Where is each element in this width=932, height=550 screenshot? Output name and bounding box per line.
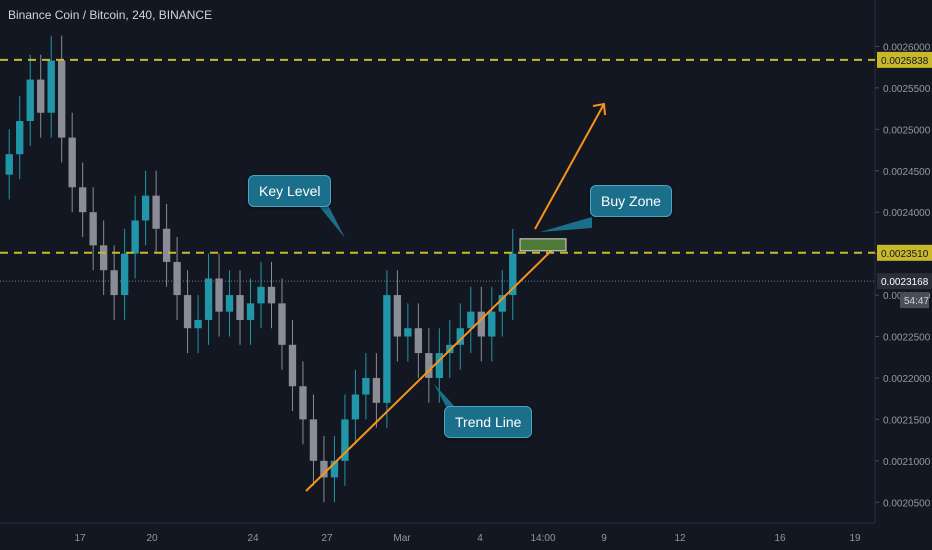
x-tick-label: 19 xyxy=(849,533,861,544)
candle-body xyxy=(247,303,254,320)
candle-body xyxy=(488,312,495,337)
x-tick-label: 4 xyxy=(477,533,483,544)
y-tick-label: 0.0025000 xyxy=(883,125,931,136)
candle-body xyxy=(131,220,138,253)
candle-body xyxy=(100,245,107,270)
candle-body xyxy=(215,279,222,312)
current-price-label: 0.0023168 xyxy=(881,277,929,288)
candle-body xyxy=(394,295,401,336)
y-tick-label: 0.0024500 xyxy=(883,167,931,178)
candle-body xyxy=(89,212,96,245)
x-tick-label: 27 xyxy=(321,533,333,544)
candle-body xyxy=(6,154,13,174)
x-tick-label: Mar xyxy=(393,533,411,544)
y-tick-label: 0.0021500 xyxy=(883,415,931,426)
candle-body xyxy=(152,196,159,229)
candle-body xyxy=(16,121,23,154)
candle-body xyxy=(373,378,380,403)
countdown-label: 54:47 xyxy=(904,296,929,307)
candle-body xyxy=(173,262,180,295)
y-tick-label: 0.0021000 xyxy=(883,457,931,468)
candle-body xyxy=(299,386,306,419)
x-tick-label: 17 xyxy=(74,533,86,544)
x-tick-label: 20 xyxy=(146,533,158,544)
candle-body xyxy=(352,395,359,420)
buy-zone-callout: Buy Zone xyxy=(590,185,672,217)
candle-body xyxy=(278,303,285,344)
candle-body xyxy=(163,229,170,262)
candle-body xyxy=(48,61,55,113)
candle-body xyxy=(194,320,201,328)
y-tick-label: 0.0025500 xyxy=(883,84,931,95)
candle-body xyxy=(362,378,369,395)
y-tick-label: 0.0026000 xyxy=(883,42,931,53)
candle-body xyxy=(69,138,76,188)
candle-body xyxy=(415,328,422,353)
x-tick-label: 9 xyxy=(601,533,607,544)
candle-body xyxy=(27,80,34,121)
candle-body xyxy=(268,287,275,304)
candle-body xyxy=(289,345,296,386)
candle-body xyxy=(58,61,65,138)
candle-body xyxy=(37,80,44,113)
key-level-callout: Key Level xyxy=(248,175,331,207)
x-tick-label: 12 xyxy=(674,533,686,544)
candle-body xyxy=(205,279,212,320)
y-tick-label: 0.0020500 xyxy=(883,498,931,509)
key-level-top-label: 0.0025838 xyxy=(881,56,929,67)
candle-body xyxy=(226,295,233,312)
y-tick-label: 0.0022000 xyxy=(883,374,931,385)
buy-zone-box xyxy=(520,239,566,251)
candle-body xyxy=(236,295,243,320)
y-tick-label: 0.0024000 xyxy=(883,208,931,219)
x-tick-label: 24 xyxy=(247,533,259,544)
candle-body xyxy=(110,270,117,295)
key-level-label: 0.0023510 xyxy=(881,249,929,260)
candle-body xyxy=(184,295,191,328)
candle-body xyxy=(121,254,128,295)
x-tick-label: 16 xyxy=(774,533,786,544)
candle-body xyxy=(310,419,317,460)
candle-body xyxy=(79,187,86,212)
candle-body xyxy=(383,295,390,403)
x-tick-label: 14:00 xyxy=(530,533,555,544)
candle-body xyxy=(257,287,264,304)
candle-body xyxy=(404,328,411,336)
candle-body xyxy=(142,196,149,221)
trend-line-callout: Trend Line xyxy=(444,406,532,438)
chart-title: Binance Coin / Bitcoin, 240, BINANCE xyxy=(8,8,212,22)
y-tick-label: 0.0022500 xyxy=(883,333,931,344)
